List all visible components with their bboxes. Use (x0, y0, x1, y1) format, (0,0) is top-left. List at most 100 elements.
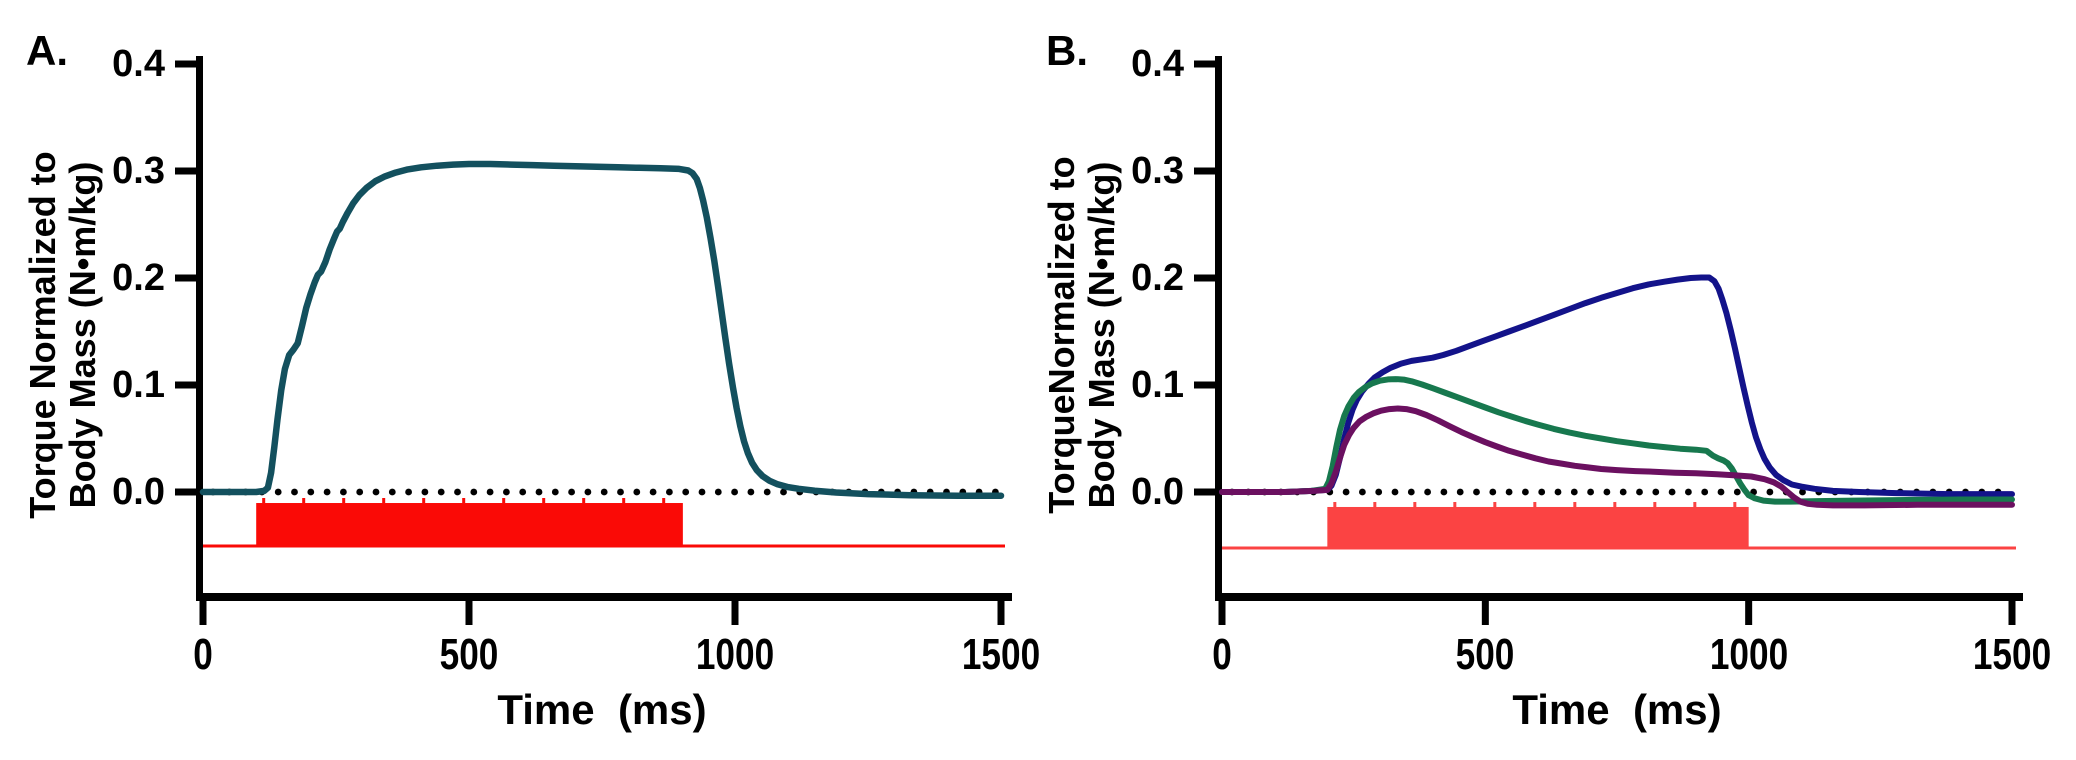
panel-a-zero-dotted-line-dot (747, 488, 755, 496)
panel-b-zero-dotted-line-dot (1505, 488, 1513, 496)
panel-a-zero-dotted-line-dot (617, 488, 624, 496)
panel-b-xtick-500: 500 (1455, 630, 1515, 679)
panel-b-zero-dotted-line-dot (1522, 488, 1529, 496)
panel-a-zero-dotted-line-dot (780, 488, 787, 496)
panel-a-zero-dotted-line-dot (486, 488, 494, 496)
panel-b-zero-dotted-line-dot (1668, 488, 1676, 496)
panel-b-zero-dotted-line-dot (1359, 488, 1366, 496)
panel-a-y-axis-title: Torque Normalized to Body Mass (N•m/kg) (22, 25, 103, 645)
panel-b-zero-dotted-line-dot (1685, 488, 1692, 496)
panel-b-zero-dotted-line-dot (1733, 488, 1741, 496)
panel-a-y-tick-mark (175, 167, 196, 175)
panel-a-x-tick-mark (997, 601, 1005, 625)
panel-b-zero-dotted-line-dot (1766, 488, 1774, 496)
panel-b-curve-green-trace (1219, 376, 2015, 505)
panel-b-x-tick-mark (2008, 601, 2016, 625)
panel-b-x-tick-mark (1218, 601, 1226, 625)
panel-a-zero-dotted-line-dot (405, 488, 412, 496)
panel-a-ytick-0.0: 0.0 (112, 471, 165, 513)
panel-a-zero-dotted-line-dot (682, 488, 690, 496)
panel-b-ytick-0.0: 0.0 (1131, 471, 1184, 513)
panel-b-zero-dotted-line-dot (1391, 488, 1399, 496)
panel-a-curve-teal-trace (199, 160, 1005, 499)
panel-a-zero-dotted-line-dot (714, 488, 722, 496)
panel-a-y-tick-mark (175, 274, 196, 282)
panel-b-y-axis-title-line1: TorqueNormalized to (1041, 156, 1082, 514)
panel-a-zero-dotted-line-dot (421, 488, 429, 496)
panel-a-y-tick-mark (175, 60, 196, 68)
panel-b-xtick-0: 0 (1212, 630, 1232, 679)
panel-a-xtick-1000: 1000 (695, 630, 775, 679)
panel-a-zero-dotted-line-dot (568, 488, 575, 496)
panel-b-zero-dotted-line-dot (1603, 488, 1611, 496)
panel-b-letter: B. (1046, 27, 1088, 74)
panel-a-zero-dotted-line-dot (372, 488, 380, 496)
panel-a-zero-dotted-line-dot (763, 488, 771, 496)
panel-b-zero-dotted-line-dot (1473, 488, 1480, 496)
panel-b-x-axis-spine (1215, 593, 2023, 601)
panel-a-zero-dotted-line-dot (356, 488, 364, 496)
panel-a-zero-dotted-line-dot (698, 488, 706, 496)
panel-a-zero-dotted-line-dot (291, 488, 298, 496)
panel-b-xtick-1500: 1500 (1972, 630, 2052, 679)
panel-a-ytick-0.3: 0.3 (112, 150, 165, 192)
panel-a-y-axis-title-line2: Body Mass (N•m/kg) (62, 161, 103, 509)
panel-a-xtick-500: 500 (439, 630, 499, 679)
panel-a-x-tick-mark (199, 601, 207, 625)
panel-a-zero-dotted-line-dot (323, 488, 331, 496)
panel-a-zero-dotted-line-dot (503, 488, 510, 496)
panel-b-ytick-0.3: 0.3 (1131, 150, 1184, 192)
panel-a-zero-dotted-line-dot (388, 488, 396, 496)
panel-b-y-tick-mark (1194, 167, 1215, 175)
panel-a-zero-dotted-line-dot (470, 488, 478, 496)
panel-a-ytick-0.1: 0.1 (112, 364, 165, 406)
panel-a-x-axis-title: Time (ms) (497, 686, 707, 733)
panel-a-zero-dotted-line-dot (454, 488, 461, 496)
panel-a-zero-dotted-line-dot (340, 488, 347, 496)
panel-b-zero-dotted-line-dot (1701, 488, 1709, 496)
panel-b-zero-dotted-line-dot (1456, 488, 1464, 496)
panel-b-zero-dotted-line-dot (1799, 488, 1806, 496)
panel-b-y-tick-mark (1194, 60, 1215, 68)
panel-b-zero-dotted-line-dot (1636, 488, 1643, 496)
panel-a-zero-dotted-line-dot (633, 488, 641, 496)
panel-b-curve-purple-trace (1219, 405, 2015, 509)
panel-b-zero-dotted-line-dot (1570, 488, 1578, 496)
panel-a-xtick-1500: 1500 (961, 630, 1041, 679)
panel-b-zero-dotted-line-dot (1375, 488, 1383, 496)
panel-a-ytick-0.4: 0.4 (112, 43, 165, 85)
panel-b-y-axis-spine (1215, 56, 1222, 601)
panel-a-y-tick-mark (175, 381, 196, 389)
panel-b-x-axis-title: Time (ms) (1512, 686, 1722, 733)
panel-a-zero-dotted-line-dot (274, 488, 282, 496)
panel-b-zero-dotted-line-dot (1489, 488, 1497, 496)
panel-b-y-axis-title-line2: Body Mass (N•m/kg) (1081, 161, 1122, 509)
panel-b-xtick-1000: 1000 (1709, 630, 1788, 679)
panel-a-zero-dotted-line-dot (600, 488, 608, 496)
panel-b-zero-dotted-line-dot (1619, 488, 1627, 496)
panel-b-stimulus-block (1327, 506, 1749, 548)
panel-b-y-axis-title: TorqueNormalized to Body Mass (N•m/kg) (1041, 25, 1122, 645)
panel-b-y-tick-mark (1194, 274, 1215, 282)
panel-b-zero-dotted-line-dot (1587, 488, 1594, 496)
panel-a-zero-dotted-line-dot (731, 488, 738, 496)
panel-a-zero-dotted-line-dot (307, 488, 315, 496)
panel-b-y-tick-mark (1194, 488, 1215, 496)
panel-a-zero-dotted-line-dot (437, 488, 445, 496)
panel-a-zero-dotted-line-dot (649, 488, 657, 496)
panel-b-x-tick-mark (1745, 601, 1753, 625)
panel-a-stimulus-block (256, 503, 683, 547)
panel-b-ytick-0.4: 0.4 (1131, 43, 1184, 85)
panel-a-ytick-0.2: 0.2 (112, 257, 165, 299)
panel-a-y-axis-title-line1: Torque Normalized to (22, 151, 63, 519)
panel-a-zero-dotted-line-dot (551, 488, 559, 496)
panel-a-y-axis-spine (196, 56, 203, 601)
panel-b-zero-dotted-line-dot (1440, 488, 1448, 496)
panel-b-ytick-0.2: 0.2 (1131, 257, 1184, 299)
panel-b-zero-dotted-line-dot (1717, 488, 1725, 496)
panel-a-zero-dotted-line-dot (666, 488, 673, 496)
panel-a-zero-dotted-line-dot (519, 488, 527, 496)
panel-b-zero-dotted-line-dot (1407, 488, 1415, 496)
